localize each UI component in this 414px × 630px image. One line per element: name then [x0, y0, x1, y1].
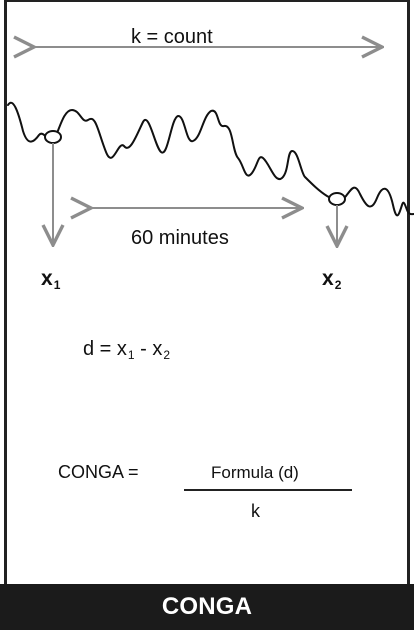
x2-label-subscript: 2 — [334, 278, 342, 292]
conga-fraction-line — [184, 489, 352, 491]
conga-footer: CONGA — [0, 584, 414, 630]
x1-label-subscript: 1 — [53, 278, 61, 292]
x2-marker — [328, 192, 346, 206]
x1-marker — [44, 130, 62, 144]
x1-label-base: x — [41, 267, 53, 290]
glucose-trace-line — [7, 101, 414, 217]
difference-formula-subscript-1: 1 — [127, 348, 135, 362]
x2-label-base: x — [322, 267, 334, 290]
panel-border — [4, 0, 410, 630]
conga-footer-title: CONGA — [161, 593, 253, 620]
difference-formula-left: d = x — [83, 338, 127, 360]
conga-equation-numerator: Formula (d) — [211, 463, 299, 482]
interval-label: 60 minutes — [131, 227, 229, 249]
difference-formula: d = x1 - x2 — [83, 339, 170, 361]
conga-equation-left: CONGA = — [58, 462, 139, 482]
x1-label: x1 — [41, 268, 60, 291]
conga-equation-denominator: k — [251, 501, 260, 521]
x2-label: x2 — [322, 268, 341, 291]
k-count-label: k = count — [131, 26, 213, 48]
difference-formula-subscript-2: 2 — [163, 348, 171, 362]
difference-formula-middle: - x — [134, 338, 163, 360]
